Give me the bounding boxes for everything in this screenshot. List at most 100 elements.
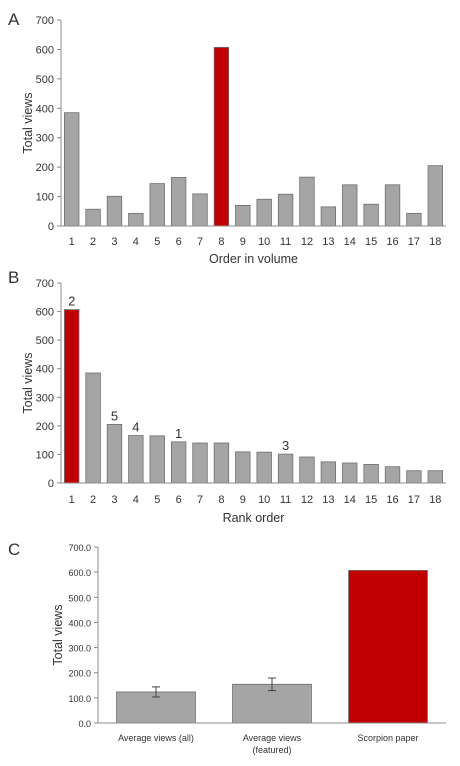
y-tick-label: 700.0 [68, 543, 91, 553]
bar [277, 453, 294, 484]
y-tick-label: 500 [36, 335, 54, 347]
x-tick-label: 7 [197, 494, 203, 506]
panel-c-chart: 0.0 100.0 200.0 300.0 400.0 500.0 600.0 700.0 Av… [51, 543, 446, 755]
x-tick-label: 10 [258, 236, 270, 248]
y-tick-label: 100 [36, 449, 54, 461]
bar-annotation: 5 [111, 408, 118, 423]
bar [299, 176, 315, 227]
x-tick-label: 15 [365, 494, 377, 506]
x-tick-label: 18 [429, 494, 441, 506]
bar [406, 212, 422, 227]
panel-letter-c: C [8, 540, 20, 559]
x-tick-label: 6 [176, 236, 182, 248]
x-tick-label: 13 [322, 236, 334, 248]
bar [106, 424, 123, 484]
x-axis-title: Rank order [223, 511, 285, 525]
bar [64, 112, 80, 227]
y-tick-label: 0.0 [78, 719, 91, 729]
x-tick-label: 8 [218, 236, 224, 248]
bar [170, 441, 187, 484]
bar [363, 203, 379, 227]
bar [235, 204, 251, 227]
bar [342, 462, 358, 484]
x-tick-label: 14 [344, 494, 356, 506]
bar [363, 464, 379, 484]
bar [128, 435, 144, 484]
bar [192, 442, 208, 484]
x-tick-label: 11 [280, 494, 291, 506]
x-tick-label: 3 [111, 236, 117, 248]
y-tick-label: 500.0 [68, 593, 91, 603]
y-axis-title: Total views [21, 92, 35, 153]
y-axis-title: Total views [51, 604, 65, 665]
y-tick-label: 100.0 [68, 694, 91, 704]
bar [320, 461, 337, 484]
bar [427, 165, 443, 227]
x-tick-label: 5 [154, 494, 160, 506]
x-tick-label: 9 [240, 236, 246, 248]
bar [128, 212, 144, 227]
x-tick-label: 14 [344, 236, 356, 248]
x-tick-label: 18 [429, 236, 441, 248]
y-axis-title: Total views [21, 352, 35, 413]
x-tick-label: 16 [386, 236, 398, 248]
bar [427, 470, 443, 484]
x-tick-label: 15 [365, 236, 377, 248]
x-tick-label: 2 [90, 494, 96, 506]
y-tick-label: 0 [48, 478, 54, 490]
bar [256, 198, 272, 227]
y-tick-label: 600 [36, 44, 54, 56]
x-tick-label: 12 [301, 236, 313, 248]
x-tick-label: 10 [258, 494, 270, 506]
x-tick-label: 1 [69, 494, 75, 506]
panel-letter-b: B [8, 268, 19, 287]
x-tick-label: 7 [197, 236, 203, 248]
bar [277, 193, 294, 227]
y-tick-label: 100 [36, 192, 54, 204]
x-tick-label: 16 [386, 494, 398, 506]
y-tick-label: 700 [36, 278, 54, 290]
x-tick-label: 1 [69, 236, 75, 248]
x-tick-label: 9 [240, 494, 246, 506]
y-tick-label: 0 [48, 221, 54, 233]
x-tick-label: Scorpion paper [357, 733, 418, 743]
bar [149, 183, 165, 227]
bar-highlight [213, 46, 230, 227]
x-tick-label: 8 [218, 494, 224, 506]
panel-letter-a: A [8, 10, 20, 29]
x-tick-label: 12 [301, 494, 313, 506]
bar [235, 451, 251, 484]
bar [192, 193, 208, 227]
y-tick-label: 600 [36, 307, 54, 319]
bar [85, 372, 101, 484]
bar [384, 466, 401, 484]
bar [170, 177, 187, 227]
bar-annotation: 3 [282, 438, 289, 453]
bar [213, 442, 230, 484]
bar [406, 470, 422, 484]
bar [320, 206, 337, 227]
bar-annotation: 4 [132, 420, 139, 435]
y-tick-label: 200.0 [68, 669, 91, 679]
bar-highlight [348, 569, 428, 724]
x-tick-label: 11 [280, 236, 291, 248]
x-tick-label: 4 [133, 494, 139, 506]
y-tick-label: 700 [36, 15, 54, 27]
y-tick-label: 300 [36, 392, 54, 404]
y-tick-label: 600.0 [68, 568, 91, 578]
y-tick-label: 400.0 [68, 618, 91, 628]
x-tick-label: 17 [408, 236, 420, 248]
y-tick-label: 400 [36, 364, 54, 376]
bar [106, 195, 123, 227]
y-tick-label: 300 [36, 133, 54, 145]
bar-annotation: 2 [68, 294, 75, 309]
y-tick-label: 200 [36, 421, 54, 433]
x-tick-label: 5 [154, 236, 160, 248]
y-tick-label: 400 [36, 103, 54, 115]
bar [256, 451, 272, 484]
x-axis-title: Order in volume [209, 252, 298, 266]
bar [85, 208, 101, 227]
